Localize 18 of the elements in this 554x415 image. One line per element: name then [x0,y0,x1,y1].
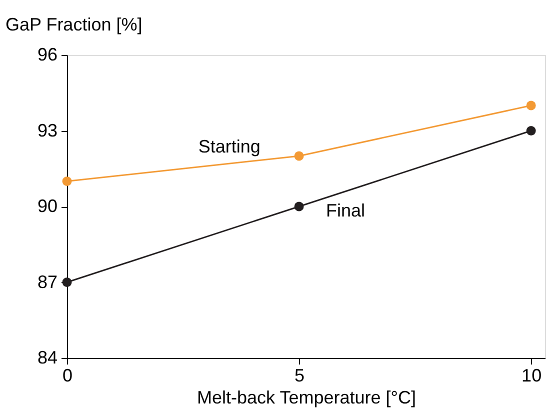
y-tick-label: 96 [37,44,58,64]
series-label: Starting [198,136,260,157]
y-axis-title: GaP Fraction [%] [6,14,142,34]
x-tick-label: 5 [294,366,305,386]
point [62,176,72,186]
point [294,151,304,161]
point [526,100,536,110]
series-label: Final [326,200,365,220]
x-tick-label: 0 [62,366,73,386]
point [62,278,72,287]
point [294,202,304,212]
y-tick-label: 90 [37,196,58,216]
y-tick-label: 84 [37,348,58,368]
point [526,126,536,136]
x-axis-title: Melt-back Temperature [°C] [197,388,416,408]
x-tick-label: 10 [522,366,542,386]
y-tick-label: 87 [37,272,58,292]
y-tick-label: 93 [37,120,58,140]
